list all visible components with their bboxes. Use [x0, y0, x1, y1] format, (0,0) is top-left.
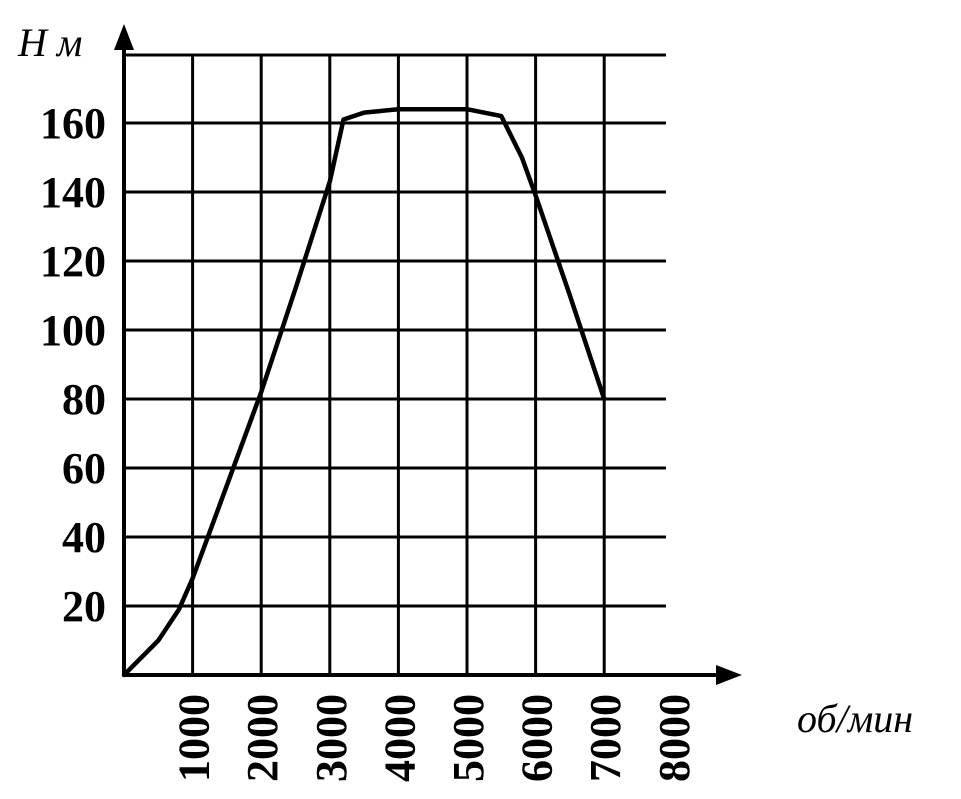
grid	[124, 53, 666, 675]
y-tick-label-160: 160	[40, 99, 106, 148]
axes	[114, 24, 742, 685]
x-tick-label-2000: 2000	[238, 694, 287, 782]
x-tick-label-1000: 1000	[170, 694, 219, 782]
y-tick-label-80: 80	[62, 375, 106, 424]
series-line-0	[121, 106, 607, 678]
y-tick-label-40: 40	[62, 513, 106, 562]
y-tick-label-120: 120	[40, 237, 106, 286]
x-tick-label-5000: 5000	[444, 694, 493, 782]
y-tick-label-60: 60	[62, 444, 106, 493]
y-axis-arrow-icon	[114, 24, 134, 50]
x-tick-label-8000: 8000	[650, 694, 699, 782]
x-tick-label-4000: 4000	[375, 694, 424, 782]
y-tick-label-100: 100	[40, 306, 106, 355]
tick-labels: 20 40 60 80 100 120 140 160 1000 2000 3000 4000 5000…	[40, 99, 699, 782]
x-tick-label-7000: 7000	[581, 694, 630, 782]
x-axis-label: об/мин	[797, 696, 913, 741]
y-tick-label-20: 20	[62, 582, 106, 631]
x-tick-label-3000: 3000	[307, 694, 356, 782]
y-axis-label: Н м	[17, 20, 82, 65]
x-axis-arrow-icon	[716, 665, 742, 685]
x-tick-label-6000: 6000	[513, 694, 562, 782]
series-curves	[121, 106, 607, 678]
y-tick-label-140: 140	[40, 168, 106, 217]
